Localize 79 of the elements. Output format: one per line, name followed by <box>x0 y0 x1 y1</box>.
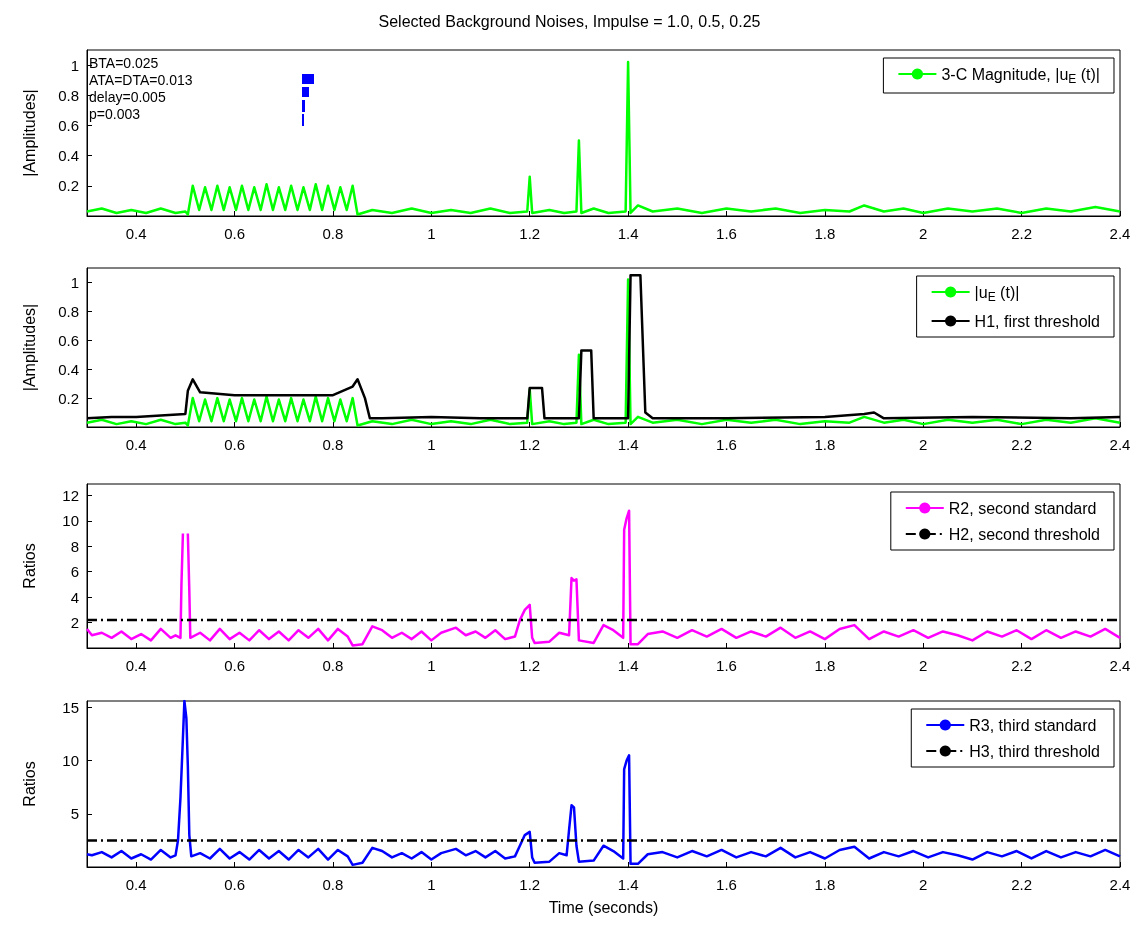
x-tick-label: 2.4 <box>1109 876 1131 893</box>
x-tick-label: 2.2 <box>1011 657 1033 674</box>
x-tick-label: 0.4 <box>125 657 147 674</box>
x-tick-label: 1.4 <box>617 436 639 453</box>
x-tick-label: 1.4 <box>617 225 639 242</box>
chart-title: Selected Background Noises, Impulse = 1.0, 0.5, 0.25 <box>378 12 761 30</box>
x-tick-label: 1.8 <box>814 436 836 453</box>
y-tick-label: 0.4 <box>58 360 79 378</box>
y-tick-label: 6 <box>70 563 79 581</box>
y-tick-label: 8 <box>70 537 79 555</box>
x-axis-title: Time (seconds) <box>548 898 659 916</box>
x-tick-label: 1.6 <box>716 876 737 893</box>
x-tick-label: 1.6 <box>716 657 737 674</box>
x-tick-label: 0.6 <box>224 436 245 453</box>
x-tick-label: 0.8 <box>322 436 344 453</box>
x-tick-label: 1.4 <box>617 876 639 893</box>
x-tick-label: 2 <box>919 876 928 893</box>
x-tick-label: 1 <box>427 876 436 893</box>
y-tick-label: 10 <box>62 512 79 530</box>
x-tick-label: 0.4 <box>125 225 147 242</box>
x-tick-label: 2.4 <box>1109 225 1131 242</box>
x-tick-label: 0.6 <box>224 876 245 893</box>
line-series <box>85 699 1122 867</box>
x-tick-label: 0.8 <box>322 657 344 674</box>
y-tick-label: 2 <box>70 614 79 632</box>
y-tick-label: 4 <box>70 588 79 606</box>
annotation: p=0.003 <box>89 106 141 122</box>
x-tick-label: 2.2 <box>1011 876 1033 893</box>
y-tick-label: 12 <box>62 486 79 504</box>
y-tick-label: 0.4 <box>58 147 79 165</box>
x-tick-label: 0.8 <box>322 876 344 893</box>
legend-label: R3, third standard <box>969 716 1097 734</box>
x-tick-label: 1.2 <box>519 225 541 242</box>
y-axis-title: |Amplitudes| <box>20 89 38 177</box>
x-tick-label: 0.4 <box>125 876 147 893</box>
y-tick-label: 0.2 <box>58 389 79 407</box>
x-tick-label: 2 <box>919 657 928 674</box>
x-tick-label: 0.6 <box>224 657 245 674</box>
legend-label: H1, first threshold <box>974 312 1101 330</box>
y-axis-title: |Amplitudes| <box>20 303 38 392</box>
annotation: delay=0.005 <box>89 89 166 105</box>
x-tick-label: 1.2 <box>519 876 541 893</box>
x-tick-label: 1 <box>427 436 436 453</box>
x-tick-label: 1.2 <box>519 657 541 674</box>
x-tick-label: 1.6 <box>716 225 737 242</box>
y-tick-label: 0.6 <box>58 116 79 134</box>
x-tick-label: 2.4 <box>1109 436 1131 453</box>
x-tick-label: 1.2 <box>519 436 541 453</box>
x-tick-label: 1.8 <box>814 657 836 674</box>
annotation: ATA=DTA=0.013 <box>89 72 193 88</box>
legend-label: H2, second threshold <box>948 525 1100 543</box>
y-tick-label: 0.6 <box>58 331 79 349</box>
x-tick-label: 1.4 <box>617 657 639 674</box>
y-tick-label: 1 <box>70 56 79 74</box>
x-tick-label: 0.6 <box>224 225 245 242</box>
y-tick-label: 1 <box>70 273 79 291</box>
y-tick-label: 5 <box>70 805 79 823</box>
y-axis-title: Ratios <box>20 761 38 807</box>
x-tick-label: 0.4 <box>125 436 147 453</box>
x-tick-label: 1 <box>427 657 436 674</box>
x-tick-label: 2.2 <box>1011 436 1033 453</box>
x-tick-label: 2 <box>919 225 928 242</box>
y-tick-label: 0.2 <box>58 177 79 195</box>
annotation: BTA=0.025 <box>89 55 159 71</box>
x-tick-label: 2 <box>919 436 928 453</box>
legend-label: H3, third threshold <box>969 742 1100 760</box>
y-tick-label: 15 <box>62 698 79 716</box>
x-tick-label: 1.6 <box>716 436 737 453</box>
y-axis-title: Ratios <box>20 543 38 589</box>
x-tick-label: 2.4 <box>1109 657 1131 674</box>
x-tick-label: 1.8 <box>814 225 836 242</box>
y-tick-label: 10 <box>62 752 79 770</box>
x-tick-label: 1 <box>427 225 436 242</box>
legend-label: R2, second standard <box>948 499 1097 517</box>
y-tick-label: 0.8 <box>58 302 79 320</box>
x-tick-label: 2.2 <box>1011 225 1033 242</box>
x-tick-label: 0.8 <box>322 225 344 242</box>
x-tick-label: 1.8 <box>814 876 836 893</box>
y-tick-label: 0.8 <box>58 86 79 104</box>
